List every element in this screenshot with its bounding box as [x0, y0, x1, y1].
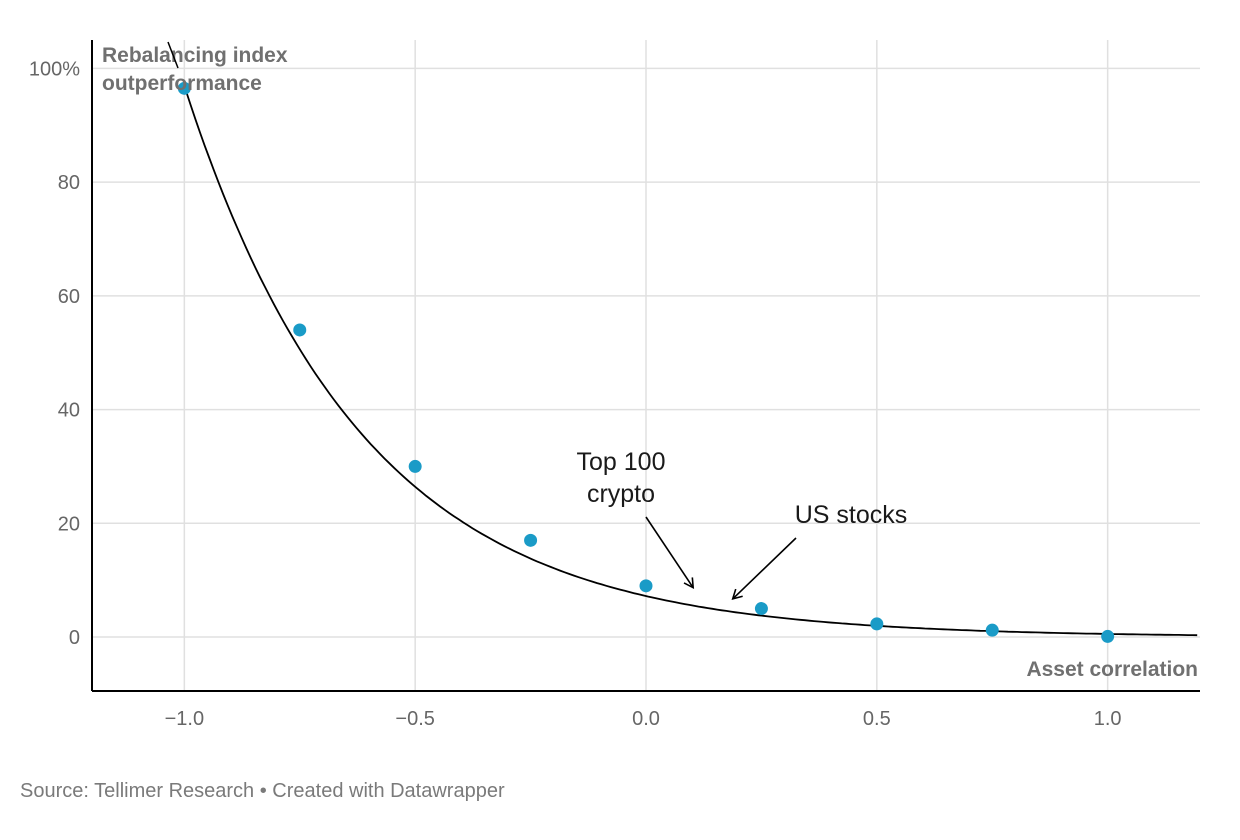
x-axis-title: Asset correlation [1026, 658, 1198, 681]
y-axis-title: outperformance [102, 72, 262, 95]
data-point [293, 323, 307, 337]
y-tick-label: 20 [58, 513, 80, 535]
annotation-crypto: crypto [587, 480, 655, 508]
labels: 0 20 40 60 80 100% −1.0 −0.5 0.0 0.5 1.0 Rebalancin… [29, 41, 1198, 730]
data-point [639, 579, 653, 593]
data-point [870, 617, 884, 631]
x-tick-label: 0.0 [632, 708, 660, 730]
annotation-us-stocks: US stocks [795, 501, 908, 529]
data-point [754, 602, 768, 616]
y-tick-label: 0 [69, 627, 80, 649]
title-pointer-line [167, 41, 179, 69]
data-point [985, 623, 999, 637]
y-tick-label: 80 [58, 172, 80, 194]
annotation-crypto: Top 100 [577, 448, 666, 476]
annotation-arrow-us-stocks [731, 537, 797, 601]
grid [92, 40, 1200, 691]
x-tick-label: −1.0 [165, 708, 204, 730]
scatter-chart: 0 20 40 60 80 100% −1.0 −0.5 0.0 0.5 1.0 Rebalancin… [29, 40, 1200, 730]
x-tick-label: 0.5 [863, 708, 891, 730]
x-tick-label: −0.5 [395, 708, 434, 730]
source-footer: Source: Tellimer Research • Created with… [20, 780, 505, 802]
chart-container: 0 20 40 60 80 100% −1.0 −0.5 0.0 0.5 1.0 Rebalancin… [20, 40, 1200, 802]
axes [91, 40, 1200, 692]
y-tick-label: 100% [29, 58, 80, 80]
data-point [524, 533, 538, 547]
fit-curve [185, 91, 1198, 637]
x-tick-label: 1.0 [1094, 708, 1122, 730]
data-points [177, 81, 1115, 643]
data-point [1101, 629, 1115, 643]
annotation-arrow-crypto [645, 516, 695, 590]
y-tick-label: 40 [58, 400, 80, 422]
y-axis-title: Rebalancing index [102, 44, 288, 67]
y-tick-label: 60 [58, 286, 80, 308]
data-point [177, 81, 191, 95]
fit-curve-line [185, 91, 1198, 637]
data-point [408, 459, 422, 473]
